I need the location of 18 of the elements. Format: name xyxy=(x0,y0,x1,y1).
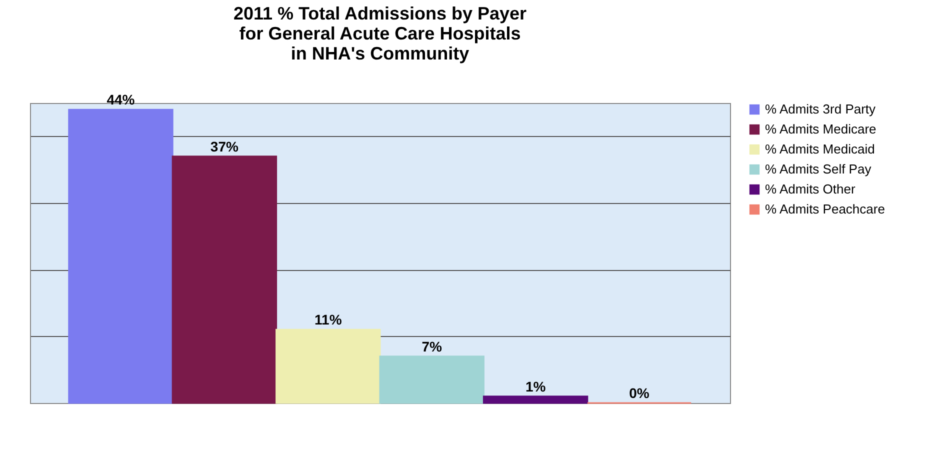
legend-label: % Admits Self Pay xyxy=(765,162,872,176)
data-label: 7% xyxy=(422,338,443,354)
data-label: 0% xyxy=(629,385,650,401)
data-label: 44% xyxy=(106,92,136,108)
bar xyxy=(379,356,484,404)
legend-label: % Admits 3rd Party xyxy=(765,102,876,116)
data-label: 1% xyxy=(525,378,546,394)
legend-label: % Admits Other xyxy=(765,182,856,196)
data-label: 37% xyxy=(210,138,239,154)
bar xyxy=(172,156,278,404)
bar xyxy=(276,328,381,404)
data-label: 11% xyxy=(314,312,342,328)
legend-label: % Admits Peachcare xyxy=(765,202,885,216)
legend-label: % Admits Medicaid xyxy=(765,142,875,156)
chart-title: 2011 % Total Admissions by Payer for General Acute Care Hospitals in NHA's Community xyxy=(233,4,527,64)
bar xyxy=(482,396,588,404)
legend-label: % Admits Medicare xyxy=(765,122,876,136)
bar xyxy=(68,108,174,404)
